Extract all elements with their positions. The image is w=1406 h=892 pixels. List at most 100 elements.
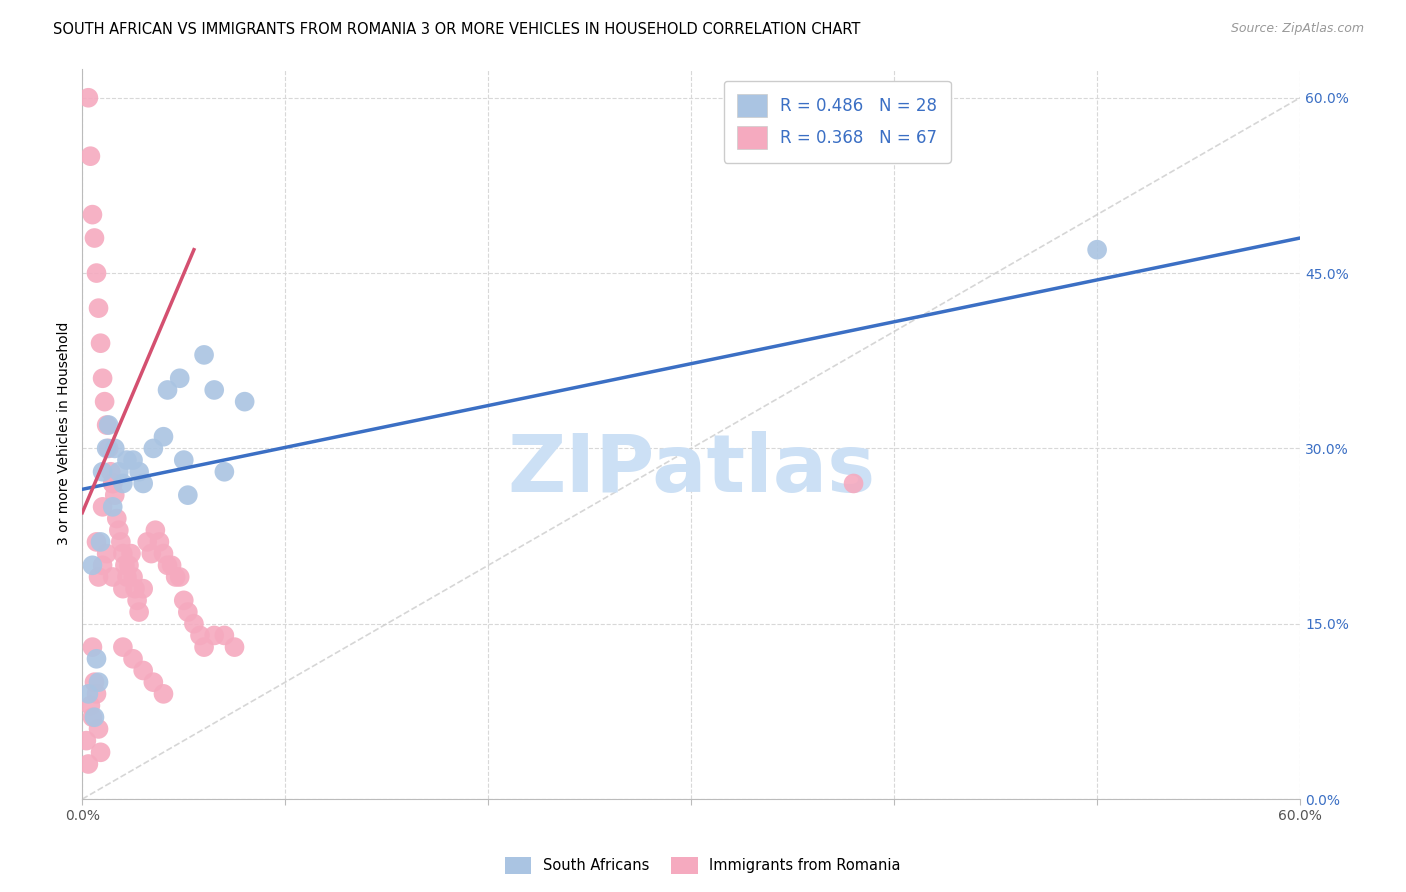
Point bbox=[96, 417, 118, 432]
Point bbox=[111, 476, 134, 491]
Point bbox=[132, 664, 155, 678]
Point bbox=[110, 535, 132, 549]
Point bbox=[115, 570, 138, 584]
Point bbox=[86, 652, 108, 666]
Point bbox=[87, 301, 110, 315]
Point bbox=[136, 535, 159, 549]
Point bbox=[82, 208, 104, 222]
Point bbox=[128, 465, 150, 479]
Point bbox=[83, 231, 105, 245]
Point bbox=[105, 511, 128, 525]
Point bbox=[108, 465, 131, 479]
Point bbox=[188, 628, 211, 642]
Point bbox=[124, 582, 146, 596]
Point bbox=[177, 488, 200, 502]
Point bbox=[152, 687, 174, 701]
Point bbox=[82, 710, 104, 724]
Point bbox=[108, 523, 131, 537]
Point bbox=[122, 570, 145, 584]
Point bbox=[148, 535, 170, 549]
Point bbox=[97, 442, 120, 456]
Point bbox=[141, 547, 163, 561]
Point bbox=[132, 582, 155, 596]
Point bbox=[202, 628, 225, 642]
Point bbox=[160, 558, 183, 573]
Point bbox=[143, 523, 166, 537]
Point bbox=[87, 722, 110, 736]
Point bbox=[101, 500, 124, 514]
Point bbox=[93, 394, 115, 409]
Point bbox=[87, 570, 110, 584]
Point bbox=[77, 756, 100, 771]
Point bbox=[115, 453, 138, 467]
Point bbox=[86, 687, 108, 701]
Legend: R = 0.486   N = 28, R = 0.368   N = 67: R = 0.486 N = 28, R = 0.368 N = 67 bbox=[724, 80, 950, 162]
Point bbox=[87, 675, 110, 690]
Point bbox=[169, 371, 191, 385]
Point bbox=[86, 535, 108, 549]
Point bbox=[91, 558, 114, 573]
Point bbox=[127, 593, 149, 607]
Text: SOUTH AFRICAN VS IMMIGRANTS FROM ROMANIA 3 OR MORE VEHICLES IN HOUSEHOLD CORRELA: SOUTH AFRICAN VS IMMIGRANTS FROM ROMANIA… bbox=[53, 22, 860, 37]
Point bbox=[77, 91, 100, 105]
Point bbox=[90, 535, 112, 549]
Point bbox=[91, 500, 114, 514]
Point bbox=[214, 465, 236, 479]
Point bbox=[90, 336, 112, 351]
Point bbox=[122, 652, 145, 666]
Point bbox=[111, 640, 134, 654]
Point bbox=[104, 442, 127, 456]
Point bbox=[1085, 243, 1108, 257]
Point bbox=[173, 593, 195, 607]
Point bbox=[114, 558, 136, 573]
Point bbox=[101, 476, 124, 491]
Point bbox=[202, 383, 225, 397]
Point bbox=[142, 442, 165, 456]
Point bbox=[83, 710, 105, 724]
Legend: South Africans, Immigrants from Romania: South Africans, Immigrants from Romania bbox=[499, 851, 907, 880]
Point bbox=[91, 465, 114, 479]
Point bbox=[214, 628, 236, 642]
Point bbox=[118, 558, 141, 573]
Point bbox=[101, 570, 124, 584]
Point bbox=[111, 582, 134, 596]
Point bbox=[193, 348, 215, 362]
Point bbox=[75, 733, 97, 747]
Point bbox=[165, 570, 187, 584]
Point bbox=[183, 616, 205, 631]
Point bbox=[224, 640, 246, 654]
Point bbox=[79, 149, 101, 163]
Point bbox=[79, 698, 101, 713]
Point bbox=[156, 383, 179, 397]
Point bbox=[132, 476, 155, 491]
Point bbox=[128, 605, 150, 619]
Text: Source: ZipAtlas.com: Source: ZipAtlas.com bbox=[1230, 22, 1364, 36]
Point bbox=[90, 745, 112, 759]
Point bbox=[111, 547, 134, 561]
Point bbox=[842, 476, 865, 491]
Point bbox=[82, 640, 104, 654]
Point bbox=[142, 675, 165, 690]
Point bbox=[177, 605, 200, 619]
Point bbox=[169, 570, 191, 584]
Point bbox=[77, 687, 100, 701]
Point bbox=[156, 558, 179, 573]
Point bbox=[100, 465, 122, 479]
Point bbox=[152, 430, 174, 444]
Point bbox=[173, 453, 195, 467]
Point bbox=[152, 547, 174, 561]
Y-axis label: 3 or more Vehicles in Household: 3 or more Vehicles in Household bbox=[58, 322, 72, 546]
Point bbox=[122, 453, 145, 467]
Point bbox=[82, 558, 104, 573]
Point bbox=[193, 640, 215, 654]
Point bbox=[96, 547, 118, 561]
Text: ZIPatlas: ZIPatlas bbox=[508, 432, 876, 509]
Point bbox=[97, 417, 120, 432]
Point bbox=[104, 488, 127, 502]
Point bbox=[120, 547, 142, 561]
Point bbox=[83, 675, 105, 690]
Point bbox=[96, 442, 118, 456]
Point bbox=[86, 266, 108, 280]
Point bbox=[101, 476, 124, 491]
Point bbox=[233, 394, 256, 409]
